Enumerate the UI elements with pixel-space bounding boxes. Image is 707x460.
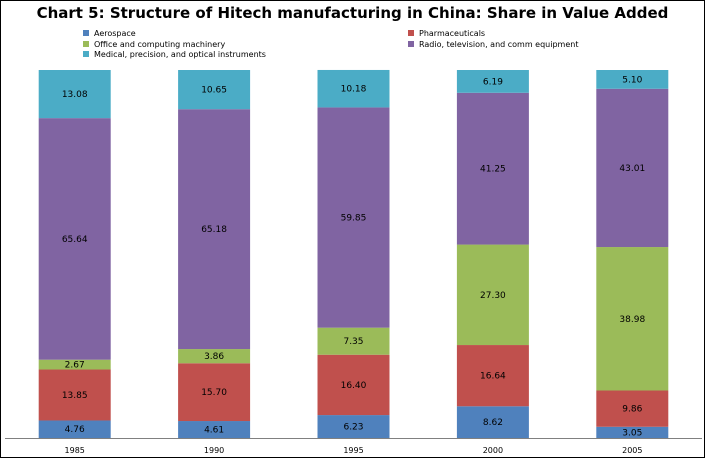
bar-segment-1990-4 [178, 70, 251, 110]
data-label-1995-4: 10.18 [341, 85, 367, 95]
data-label-1985-4: 13.08 [62, 90, 88, 100]
bar-segment-2005-2 [596, 247, 669, 391]
legend-item-office-computing: Office and computing machinery [83, 40, 225, 50]
bar-segment-1985-2 [38, 359, 111, 370]
bar-segment-2000-4 [456, 70, 529, 93]
x-tick-label-2000: 2000 [483, 446, 503, 455]
legend-item-radio-tv-comm: Radio, television, and comm equipment [408, 40, 578, 50]
data-label-1990-0: 4.61 [204, 426, 224, 436]
bar-segment-1995-4 [317, 69, 390, 108]
legend-item-pharmaceuticals: Pharmaceuticals [408, 29, 485, 39]
data-label-1995-1: 16.40 [341, 381, 367, 391]
bar-segment-1995-2 [317, 327, 390, 355]
legend-label-medical-optical: Medical, precision, and optical instrume… [94, 50, 266, 59]
bar-segment-2005-1 [596, 390, 669, 427]
bar-segment-2005-4 [596, 70, 669, 89]
bar-segment-1995-0 [317, 415, 390, 438]
bar-segment-2005-3 [596, 88, 669, 248]
bar-segment-1995-1 [317, 354, 390, 416]
data-label-1985-2: 2.67 [65, 361, 85, 371]
x-tick-label-1990: 1990 [204, 446, 224, 455]
data-label-1985-1: 13.85 [62, 391, 88, 401]
bar-segment-2000-2 [456, 244, 529, 346]
data-label-2000-2: 27.30 [480, 291, 506, 301]
data-label-1990-4: 10.65 [201, 86, 227, 96]
data-label-1995-0: 6.23 [343, 423, 363, 433]
data-label-2000-3: 41.25 [480, 165, 506, 175]
bar-segment-1990-2 [178, 349, 251, 364]
chart-title: Chart 5: Structure of Hitech manufacturi… [36, 4, 669, 22]
bar-segment-1985-1 [38, 369, 111, 421]
x-tick-label-1985: 1985 [65, 446, 85, 455]
bar-segment-2000-0 [456, 406, 529, 438]
bar-segment-2005-0 [596, 426, 669, 438]
legend-label-office-computing: Office and computing machinery [94, 40, 226, 49]
data-label-2005-1: 9.86 [622, 405, 642, 415]
legend-swatch-radio-tv-comm [408, 41, 414, 47]
data-label-2000-4: 6.19 [483, 77, 503, 87]
bar-segment-1990-0 [178, 421, 251, 438]
legend-swatch-pharmaceuticals [408, 30, 414, 36]
bar-segment-1985-4 [38, 70, 111, 119]
legend-item-aerospace: Aerospace [83, 29, 136, 39]
bar-segment-1995-3 [317, 107, 390, 328]
data-label-2005-3: 43.01 [619, 164, 645, 174]
bar-segment-2000-1 [456, 345, 529, 407]
legend-swatch-medical-optical [83, 51, 89, 57]
legend-item-medical-optical: Medical, precision, and optical instrume… [83, 50, 266, 60]
bar-segment-1985-3 [38, 118, 111, 360]
data-label-1995-3: 59.85 [341, 214, 367, 224]
data-label-2000-0: 8.62 [483, 418, 503, 428]
bar-segment-1990-1 [178, 363, 251, 422]
legend-swatch-office-computing [83, 41, 89, 47]
bar-segment-2000-3 [456, 92, 529, 245]
legend-swatch-aerospace [83, 30, 89, 36]
legend-label-aerospace: Aerospace [94, 29, 136, 38]
x-tick-label-1995: 1995 [343, 446, 363, 455]
data-label-1990-2: 3.86 [204, 352, 224, 362]
data-label-1985-3: 65.64 [62, 235, 88, 245]
data-label-2005-4: 5.10 [622, 75, 642, 85]
data-label-1995-2: 7.35 [343, 337, 363, 347]
bar-segment-1990-3 [178, 109, 251, 350]
data-label-2005-2: 38.98 [619, 315, 645, 325]
data-label-2000-1: 16.64 [480, 372, 506, 382]
x-tick-label-2005: 2005 [622, 446, 642, 455]
data-label-1990-1: 15.70 [201, 388, 227, 398]
bar-segment-1985-0 [38, 420, 111, 438]
legend-label-pharmaceuticals: Pharmaceuticals [419, 29, 486, 38]
data-label-1985-0: 4.76 [65, 425, 85, 435]
legend-label-radio-tv-comm: Radio, television, and comm equipment [419, 40, 579, 49]
data-label-1990-3: 65.18 [201, 225, 227, 235]
data-label-2005-0: 3.05 [622, 428, 642, 438]
